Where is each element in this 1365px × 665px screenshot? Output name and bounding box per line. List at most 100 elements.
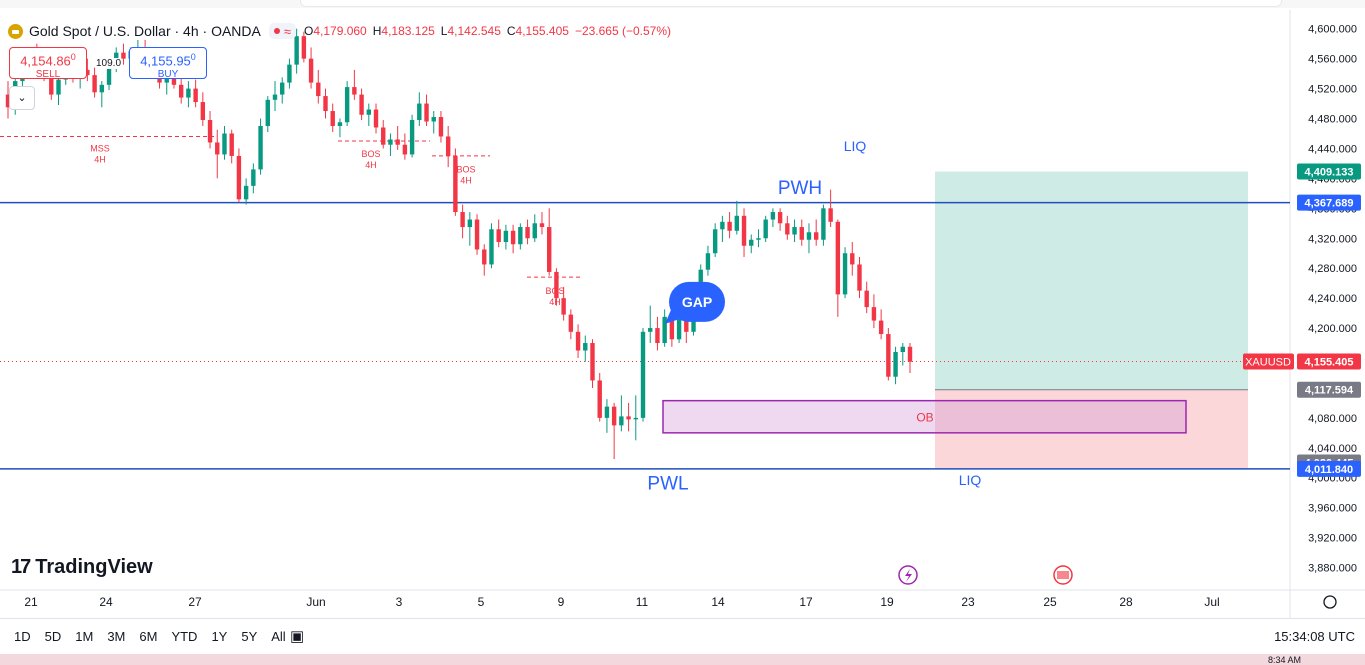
y-tick-label: 3,920.000 — [1308, 533, 1357, 545]
spread-value: 109.0 — [96, 58, 122, 69]
annotation-bos: BOS — [361, 149, 380, 159]
candle-body — [344, 87, 350, 123]
x-tick-label: 5 — [478, 595, 485, 609]
candle-body — [482, 249, 487, 265]
chevron-down-icon[interactable]: ⌄ — [9, 86, 35, 110]
candle-body — [381, 127, 386, 145]
candle-body — [106, 62, 112, 85]
calendar-icon[interactable]: ▣ — [290, 628, 305, 645]
timeframe-button[interactable]: 5D — [44, 629, 62, 644]
browser-top-strip — [0, 0, 1365, 8]
candle-body — [287, 64, 292, 83]
buy-button[interactable]: 4,155.950 BUY — [129, 47, 207, 80]
stop-zone — [935, 389, 1248, 469]
candle-body — [474, 219, 480, 250]
candle-body — [539, 223, 545, 228]
candle-body — [770, 212, 776, 220]
x-tick-label: Jul — [1204, 595, 1219, 609]
candle-body — [178, 84, 184, 98]
candle-body — [727, 221, 732, 231]
candle-body — [669, 316, 675, 340]
candle-body — [734, 215, 740, 231]
candle-body — [294, 36, 299, 65]
price-axis-label: 4,367.689 — [1305, 198, 1354, 210]
candle-body — [821, 208, 826, 240]
candle-body — [568, 314, 574, 332]
candle-body — [445, 136, 451, 156]
candle-body — [49, 73, 54, 95]
candle-body — [597, 380, 602, 418]
sell-button[interactable]: 4,154.860 SELL — [9, 47, 87, 80]
candle-body — [99, 84, 105, 93]
candle-body — [842, 253, 848, 295]
ohlc-open: 4,179.060 — [313, 24, 367, 38]
timeframe-button[interactable]: 1D — [14, 629, 31, 644]
candle-body — [222, 133, 227, 155]
candle-body — [460, 212, 465, 228]
annotation-timeframe: 4H — [460, 176, 472, 186]
candle-body — [633, 417, 638, 420]
annotation-bos: BOS — [456, 165, 475, 175]
candle-body — [864, 290, 869, 308]
candle-body — [207, 120, 213, 143]
ohlc-values: O4,179.060 H4,183.125 L4,142.545 C4,155.… — [304, 24, 671, 38]
candle-body — [395, 139, 400, 145]
symbol-header: Gold Spot / U.S. Dollar · 4h · OANDA ≈ O… — [8, 22, 671, 40]
candle-body — [525, 227, 530, 239]
candle-body — [409, 120, 415, 155]
candle-body — [402, 144, 408, 155]
taskbar: 8:34 AM — [0, 654, 1365, 665]
candle-body — [323, 96, 328, 112]
brand-name: TradingView — [35, 556, 153, 578]
candle-body — [85, 69, 90, 76]
ohlc-key: L — [440, 24, 448, 38]
candle-body — [720, 221, 725, 230]
candle-body — [193, 88, 198, 103]
symbol-tag: XAUUSD — [1245, 356, 1291, 368]
timeframe-button[interactable]: 5Y — [241, 629, 258, 644]
candle-body — [655, 328, 660, 344]
candle-body — [114, 52, 119, 63]
x-tick-label: 11 — [636, 595, 649, 609]
timeframe-button[interactable]: 3M — [107, 629, 126, 644]
timeframe-button[interactable]: 6M — [139, 629, 158, 644]
gap-bubble-tail — [665, 309, 683, 324]
candle-body — [431, 117, 436, 122]
y-tick-label: 3,960.000 — [1308, 503, 1357, 515]
ohlc-high: 4,183.125 — [381, 24, 435, 38]
annotation-pwl: PWL — [647, 474, 688, 495]
timeframe-button[interactable]: YTD — [171, 629, 198, 644]
market-status-pill[interactable]: ≈ — [268, 23, 296, 39]
candle-body — [850, 253, 855, 265]
price-axis-label: 4,011.840 — [1305, 464, 1353, 476]
ohlc-close: 4,155.405 — [515, 24, 569, 38]
candle-body — [777, 212, 783, 224]
candle-body — [352, 87, 357, 95]
candle-body — [626, 416, 631, 420]
candle-body — [215, 142, 220, 155]
candle-body — [554, 271, 559, 299]
timeframe-button[interactable]: 1Y — [211, 629, 228, 644]
price-axis-label-bg — [1297, 460, 1361, 477]
candle-body — [424, 103, 429, 122]
candle-body — [467, 219, 473, 228]
annotation-gap: GAP — [682, 294, 712, 310]
gold-logo-icon — [8, 23, 23, 39]
y-tick-label: 4,320.000 — [1308, 233, 1357, 245]
timeframe-button[interactable]: 1M — [75, 629, 94, 644]
sell-price: 4,154.86 — [20, 53, 71, 69]
wave-icon: ≈ — [283, 23, 291, 39]
price-change: −23.665 (−0.57%) — [574, 24, 672, 38]
candle-body — [893, 352, 898, 377]
timeframe-button[interactable]: All — [271, 629, 286, 644]
annotation-liq: LIQ — [844, 138, 867, 154]
candle-body — [518, 227, 523, 245]
bottom-toolbar: 1D 5D 1M 3M 6M YTD 1Y 5Y All ▣ 15:34:08 UTC — [0, 618, 1365, 655]
y-tick-label: 4,240.000 — [1308, 293, 1357, 305]
candle-body — [301, 36, 307, 59]
candle-body — [900, 346, 905, 353]
candle-body — [503, 230, 509, 242]
y-tick-label: 4,480.000 — [1308, 114, 1357, 126]
candle-body — [243, 185, 249, 200]
